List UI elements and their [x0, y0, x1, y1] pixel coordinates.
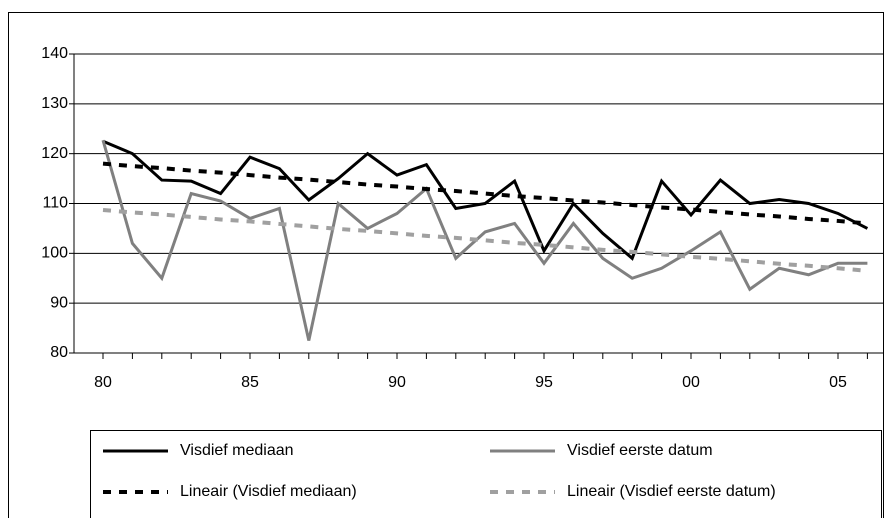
y-tick-label: 90	[50, 294, 68, 311]
x-tick-label: 80	[94, 374, 112, 391]
y-tick-label: 80	[50, 344, 68, 361]
y-tick-label: 120	[41, 145, 68, 162]
y-tick-label: 100	[41, 245, 68, 262]
x-tick-label: 85	[241, 374, 259, 391]
trend-line	[102, 207, 868, 273]
y-tick-label: 140	[41, 45, 68, 62]
x-tick-label: 90	[388, 374, 406, 391]
legend-label: Visdief mediaan	[180, 442, 294, 459]
legend-box	[90, 430, 882, 518]
x-tick-label: 05	[829, 374, 847, 391]
legend-label: Lineair (Visdief mediaan)	[180, 483, 357, 500]
chart-border	[8, 12, 884, 518]
x-tick-label: 00	[682, 374, 700, 391]
series-line	[101, 139, 868, 341]
y-tick-label: 130	[41, 95, 68, 112]
x-tick-label: 95	[535, 374, 553, 391]
legend-label: Visdief eerste datum	[567, 442, 713, 459]
legend-label: Lineair (Visdief eerste datum)	[567, 483, 776, 500]
series-line	[102, 139, 869, 261]
y-tick-label: 110	[42, 195, 68, 212]
